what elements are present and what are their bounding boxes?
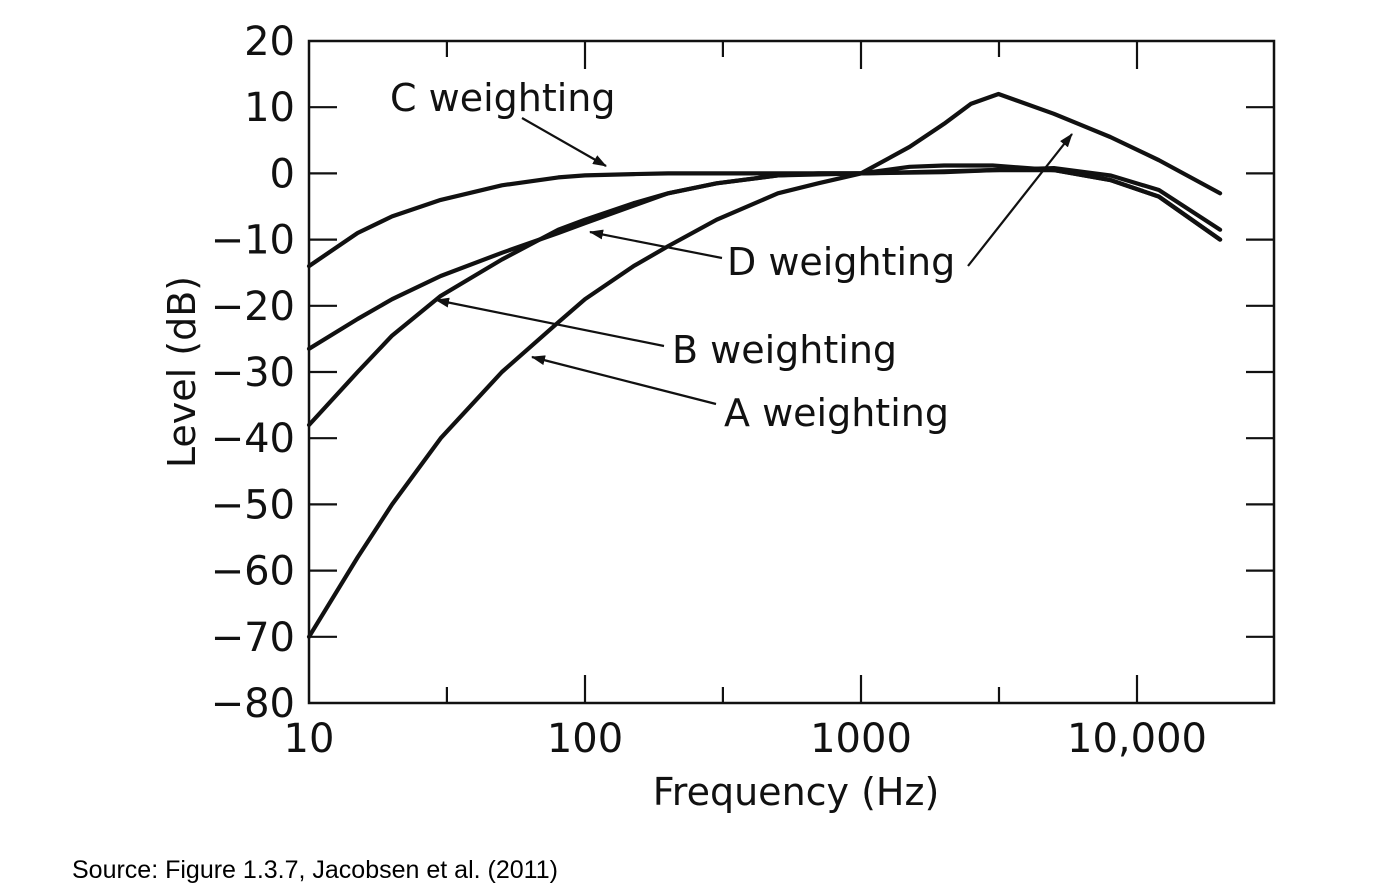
y-tick-label: −60: [211, 549, 295, 595]
y-tick-label: −40: [211, 416, 295, 462]
source-note: Source: Figure 1.3.7, Jacobsen et al. (2…: [72, 856, 558, 884]
label-d-weighting: D weighting: [727, 240, 955, 284]
arrow-c-weighting: [521, 117, 607, 167]
y-tick-label: −20: [211, 284, 295, 330]
x-tick-label: 100: [547, 716, 623, 762]
x-tick-label: 1000: [810, 716, 912, 762]
arrow-d-weighting: [589, 229, 723, 260]
y-tick-label: −80: [211, 681, 295, 727]
tick-marks: [309, 41, 1274, 703]
annotation-arrows: [435, 117, 1073, 406]
y-tick-label: 20: [244, 19, 295, 65]
x-tick-label: 10,000: [1067, 716, 1207, 762]
y-tick-label: −50: [211, 482, 295, 528]
label-a-weighting: A weighting: [724, 391, 949, 435]
y-tick-label: −70: [211, 615, 295, 661]
x-tick-label: 10: [284, 716, 335, 762]
y-tick-label: −30: [211, 350, 295, 396]
curve-d-weighting: [306, 91, 1223, 351]
label-c-weighting: C weighting: [390, 76, 616, 120]
arrow-b-weighting: [435, 297, 665, 348]
y-tick-label: −10: [211, 218, 295, 264]
y-axis-title: Level (dB): [160, 276, 204, 468]
label-b-weighting: B weighting: [672, 328, 897, 372]
curve-c-weighting: [306, 166, 1223, 269]
curve-b-weighting: [306, 168, 1223, 428]
y-tick-label: 10: [244, 85, 295, 131]
plot-frame: [307, 39, 1276, 705]
arrow-d-weighting-peak: [967, 133, 1073, 267]
y-tick-label: 0: [270, 151, 295, 197]
x-axis-title: Frequency (Hz): [653, 770, 940, 814]
arrow-a-weighting: [531, 355, 717, 406]
